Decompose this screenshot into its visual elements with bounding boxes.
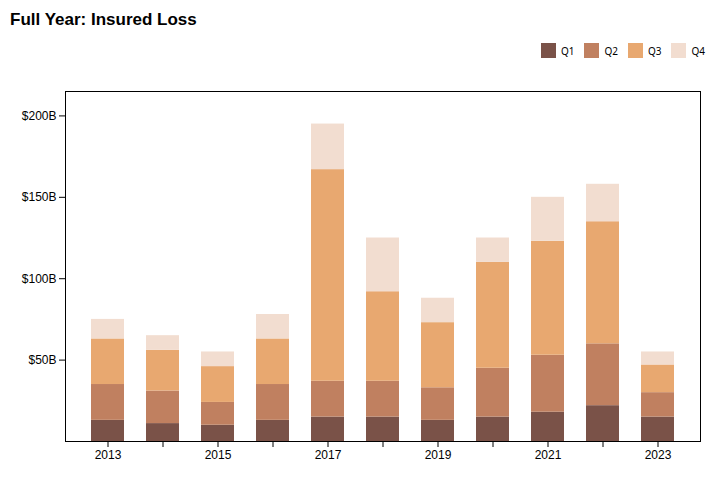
html-text:Q4: Q4 <box>691 43 705 58</box>
svg-text:$150B: $150B <box>22 190 57 204</box>
svg-text:2021: 2021 <box>535 448 562 462</box>
svg-text:$200B: $200B <box>22 109 57 123</box>
html-text:Q1: Q1 <box>560 43 575 58</box>
svg-text:2019: 2019 <box>425 448 452 462</box>
svg-text:$50B: $50B <box>28 353 56 367</box>
svg-text:2013: 2013 <box>95 448 122 462</box>
svg-text:2015: 2015 <box>205 448 232 462</box>
html-text:Q2: Q2 <box>604 43 618 58</box>
svg-text:$100B: $100B <box>22 272 57 286</box>
svg-text:2023: 2023 <box>645 448 672 462</box>
svg-text:2017: 2017 <box>315 448 342 462</box>
html-text:Full Year: Insured Loss: Full Year: Insured Loss <box>10 10 197 29</box>
html-text:Q3: Q3 <box>647 43 662 58</box>
